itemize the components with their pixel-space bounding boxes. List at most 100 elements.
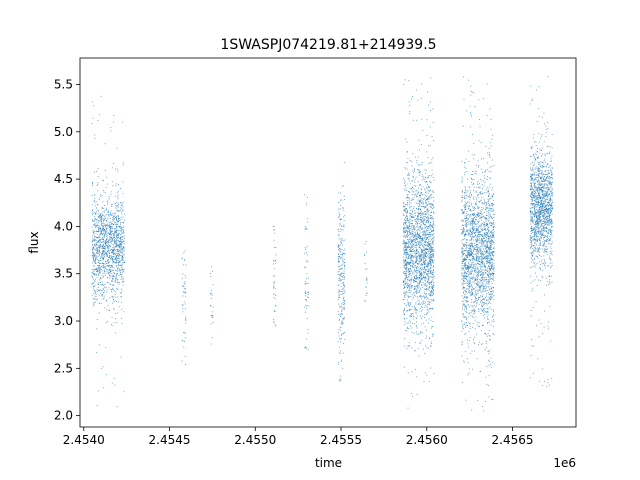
data-point xyxy=(476,215,478,217)
data-point xyxy=(117,239,119,241)
data-point xyxy=(118,232,120,234)
data-point xyxy=(339,296,341,298)
data-point xyxy=(427,274,428,276)
data-point xyxy=(466,265,468,266)
data-point xyxy=(478,140,480,142)
data-point xyxy=(423,230,425,232)
data-point xyxy=(100,224,102,226)
data-point xyxy=(339,248,341,250)
data-point xyxy=(431,291,433,293)
data-point xyxy=(118,226,120,228)
data-point xyxy=(433,255,434,257)
data-point xyxy=(418,238,420,240)
data-point xyxy=(404,252,405,254)
data-point xyxy=(116,274,118,276)
data-point xyxy=(492,254,494,256)
data-point xyxy=(427,230,429,232)
data-point xyxy=(493,213,495,215)
data-point xyxy=(94,212,96,214)
data-point xyxy=(464,161,466,163)
data-point xyxy=(111,316,113,318)
data-point xyxy=(106,224,108,226)
data-point xyxy=(476,199,478,201)
data-point xyxy=(464,257,466,259)
data-point xyxy=(464,205,466,207)
data-point xyxy=(463,328,464,330)
data-point xyxy=(96,207,97,209)
data-point xyxy=(115,223,117,225)
data-point xyxy=(419,281,421,283)
data-point xyxy=(210,276,212,278)
data-point xyxy=(122,193,124,195)
data-point xyxy=(273,321,275,323)
data-point xyxy=(415,186,417,187)
data-point xyxy=(101,256,103,258)
data-point xyxy=(114,248,116,250)
data-point xyxy=(417,266,419,267)
data-point xyxy=(423,285,425,287)
data-point xyxy=(102,254,104,256)
data-point xyxy=(468,263,470,265)
data-point xyxy=(473,312,475,314)
data-point xyxy=(478,325,480,327)
data-point xyxy=(493,309,495,311)
data-point xyxy=(426,202,427,204)
data-point xyxy=(115,230,117,232)
data-point xyxy=(101,274,103,276)
data-point xyxy=(482,262,484,264)
data-point xyxy=(110,254,112,256)
data-point xyxy=(275,262,277,264)
data-point xyxy=(429,262,431,264)
data-point xyxy=(115,318,117,320)
data-point xyxy=(410,98,412,100)
data-point xyxy=(416,244,417,246)
data-point xyxy=(98,236,100,238)
data-point xyxy=(406,286,408,288)
data-point xyxy=(116,237,118,238)
data-point xyxy=(108,252,110,254)
data-point xyxy=(425,213,427,215)
data-point xyxy=(212,322,214,324)
data-point xyxy=(338,289,340,291)
data-point xyxy=(403,253,405,255)
data-point xyxy=(110,230,112,232)
data-point xyxy=(425,288,427,290)
data-point xyxy=(106,309,108,311)
data-point xyxy=(340,272,342,274)
data-point xyxy=(424,254,425,256)
data-point xyxy=(405,260,406,262)
data-point xyxy=(423,381,425,383)
data-point xyxy=(470,265,472,267)
data-point xyxy=(340,248,342,250)
data-point xyxy=(461,233,463,235)
data-point xyxy=(403,303,405,304)
data-point xyxy=(406,239,408,240)
data-point xyxy=(420,273,422,275)
data-point xyxy=(419,200,421,202)
data-point xyxy=(413,285,415,287)
data-point xyxy=(463,322,465,324)
data-point xyxy=(411,277,413,279)
data-point xyxy=(426,238,428,240)
data-point xyxy=(93,239,95,241)
data-point xyxy=(115,242,117,244)
data-point xyxy=(424,234,426,236)
data-point xyxy=(422,272,424,274)
data-point xyxy=(304,266,306,268)
data-point xyxy=(110,226,112,228)
data-point xyxy=(474,295,476,297)
data-point xyxy=(338,260,339,262)
data-point xyxy=(420,275,422,277)
data-point xyxy=(119,202,121,204)
data-point xyxy=(482,242,484,244)
data-point xyxy=(417,251,419,253)
data-point xyxy=(433,250,435,252)
data-point xyxy=(477,274,479,276)
data-point xyxy=(412,265,414,267)
data-point xyxy=(427,198,429,200)
data-point xyxy=(491,236,493,238)
data-point xyxy=(484,257,485,259)
data-point xyxy=(101,263,103,265)
data-point xyxy=(104,246,106,247)
data-point xyxy=(112,239,113,241)
